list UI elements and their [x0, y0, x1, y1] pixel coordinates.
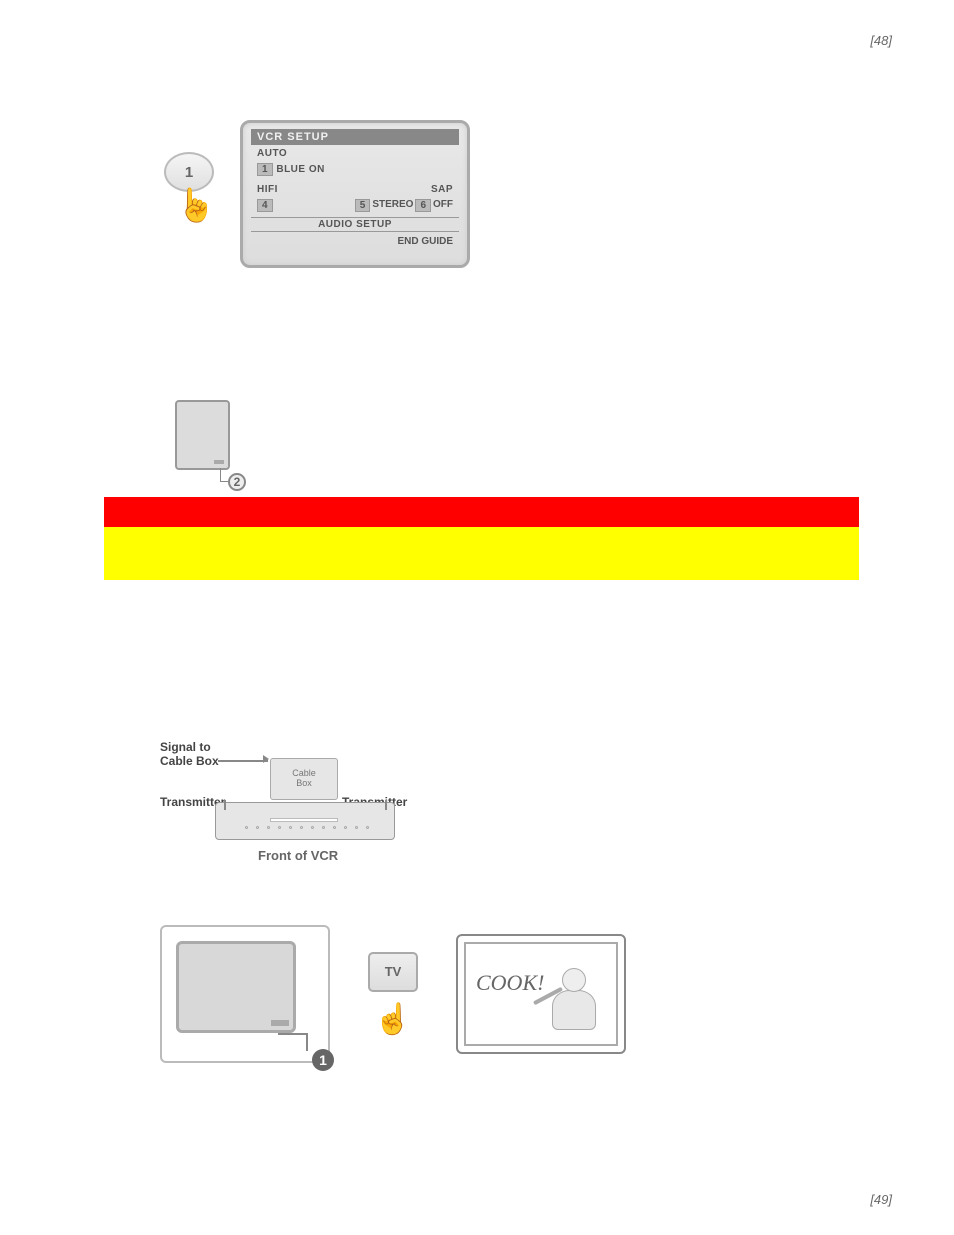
- menu-hifi-label: HIFI: [257, 184, 278, 195]
- band-red: [104, 497, 859, 527]
- tv-button-press: TV ☝: [358, 952, 428, 1037]
- callout-2: 2: [228, 473, 246, 491]
- menu-line-auto: AUTO: [251, 147, 459, 160]
- cook-illustration-frame: COOK!: [456, 934, 626, 1054]
- tv-outline-frame: 1: [160, 925, 330, 1063]
- small-screen-outline: [175, 400, 230, 470]
- menu-sap-label: SAP: [431, 184, 453, 195]
- menu-line-blue: 1 BLUE ON: [251, 162, 459, 177]
- vcr-setup-figure: 1 ☝ VCR SETUP AUTO 1 BLUE ON HIFI SAP 4 …: [160, 120, 800, 268]
- vcr-menu-screen: VCR SETUP AUTO 1 BLUE ON HIFI SAP 4 5 ST…: [240, 120, 470, 268]
- front-of-vcr-label: Front of VCR: [258, 848, 338, 863]
- cook-person-drawing: [538, 962, 610, 1040]
- menu-audio-setup: AUDIO SETUP: [251, 217, 459, 232]
- tv-screen: [176, 941, 296, 1033]
- menu-footer: END GUIDE: [251, 234, 459, 249]
- page-number-top: [48]: [870, 33, 892, 48]
- cable-box-diagram: Signal to Cable Box Transmitter Transmit…: [160, 740, 800, 870]
- band-yellow: [104, 527, 859, 580]
- tv-button: TV: [368, 952, 418, 992]
- callout-1: 1: [312, 1049, 334, 1071]
- pointing-hand-icon: ☝: [374, 1002, 411, 1037]
- pointing-hand-icon: ☝: [176, 186, 216, 224]
- button-press-illustration: 1 ☝: [160, 144, 222, 244]
- cable-box-shape: Cable Box: [270, 758, 338, 800]
- vcr-controls: [245, 826, 369, 829]
- tv-cook-figure: 1 TV ☝ COOK!: [160, 925, 800, 1063]
- vcr-slot: [270, 818, 338, 822]
- small-screen-figure: 2: [175, 400, 575, 470]
- cook-text: COOK!: [476, 970, 544, 996]
- menu-title: VCR SETUP: [251, 129, 459, 145]
- signal-label: Signal to Cable Box: [160, 740, 219, 768]
- page-number-bottom: [49]: [870, 1192, 892, 1207]
